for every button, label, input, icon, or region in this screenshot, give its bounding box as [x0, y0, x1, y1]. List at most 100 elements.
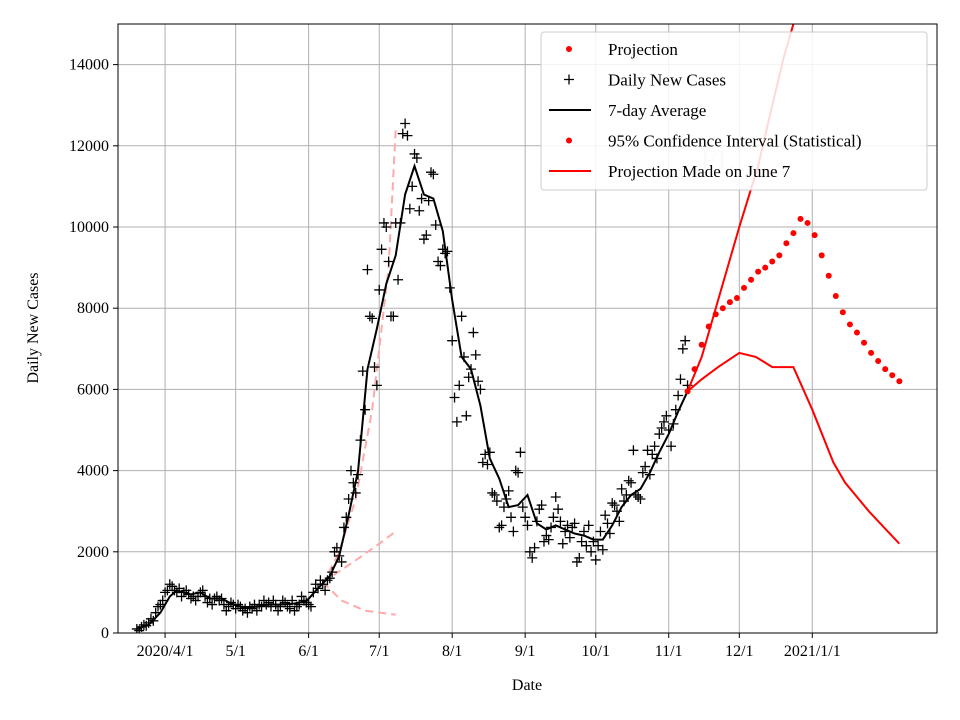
x-tick-label: 9/1	[515, 643, 535, 660]
projection-point	[875, 357, 882, 364]
daily-cases-point	[534, 504, 545, 515]
legend-entry-label: Projection	[608, 40, 678, 59]
daily-cases-point	[157, 595, 168, 606]
daily-cases-point	[628, 445, 639, 456]
daily-cases-point	[284, 603, 295, 614]
legend-dot-marker	[566, 137, 572, 144]
daily-cases-point	[675, 374, 686, 385]
projection-point	[712, 311, 719, 318]
daily-cases-point	[402, 130, 413, 141]
daily-cases-point	[416, 193, 427, 204]
daily-cases-point	[202, 597, 213, 608]
daily-cases-point	[470, 349, 481, 360]
daily-cases-point	[371, 380, 382, 391]
daily-cases-point	[190, 595, 201, 606]
daily-cases-point	[666, 441, 677, 452]
x-tick-label: 7/1	[369, 643, 389, 660]
daily-cases-point	[242, 607, 253, 618]
x-tick-label: 11/1	[655, 643, 683, 660]
daily-cases-point	[477, 457, 488, 468]
daily-cases-point	[600, 510, 611, 521]
daily-cases-point	[305, 601, 316, 612]
projection-june7-line	[686, 351, 901, 545]
daily-cases-point	[581, 540, 592, 551]
daily-cases-point	[378, 217, 389, 228]
x-tick-label: 5/1	[225, 643, 245, 660]
daily-cases-point	[586, 546, 597, 557]
daily-cases-point	[294, 599, 305, 610]
daily-cases-point	[489, 489, 500, 500]
daily-cases-point	[449, 392, 460, 403]
daily-cases-point	[280, 597, 291, 608]
daily-cases-point	[407, 181, 418, 192]
daily-cases-point	[247, 603, 258, 614]
daily-cases-point	[510, 465, 521, 476]
y-tick-label: 12000	[69, 138, 109, 155]
projection-point	[804, 219, 811, 226]
daily-cases-point	[515, 447, 526, 458]
daily-cases-point	[647, 449, 658, 460]
daily-cases-point	[322, 575, 333, 586]
daily-cases-point	[338, 522, 349, 533]
daily-cases-point	[571, 556, 582, 567]
projection-point	[832, 293, 839, 300]
daily-cases-point	[296, 591, 307, 602]
seven-day-average-line	[136, 162, 689, 630]
projection-point	[797, 215, 804, 222]
projection-point	[790, 230, 797, 237]
daily-cases-point	[642, 445, 653, 456]
x-axis-ticks: 2020/4/1 5/1 6/1 7/1 8/1 9/1 10/1 11/1 12/1 2021/…	[137, 633, 841, 660]
x-tick-label: 6/1	[298, 643, 318, 660]
daily-cases-point	[595, 526, 606, 537]
daily-cases-point	[320, 585, 331, 596]
daily-cases-point	[404, 203, 415, 214]
y-axis-label: Daily New Cases	[25, 272, 42, 383]
x-tick-label: 12/1	[725, 643, 753, 660]
projection-point	[783, 240, 790, 247]
daily-cases-point	[369, 362, 380, 373]
daily-cases-point	[543, 534, 554, 545]
daily-cases-point	[376, 244, 387, 255]
daily-cases-point	[538, 536, 549, 547]
daily-cases-point	[649, 441, 660, 452]
daily-cases-point	[381, 222, 392, 232]
daily-cases-point	[576, 536, 587, 547]
daily-cases-point	[541, 530, 552, 541]
daily-cases-point	[513, 467, 524, 478]
projection-point	[719, 305, 726, 312]
daily-cases-point	[614, 516, 625, 527]
daily-cases-point	[640, 461, 651, 472]
daily-cases-point	[426, 167, 437, 178]
daily-cases-point	[329, 546, 340, 557]
y-tick-label: 0	[101, 625, 109, 642]
daily-cases-point	[160, 587, 171, 598]
daily-cases-point	[593, 540, 604, 551]
daily-cases-point	[214, 595, 225, 606]
daily-cases-point	[468, 327, 479, 338]
projection-point	[748, 276, 755, 283]
daily-cases-point	[633, 491, 644, 502]
x-tick-label: 10/1	[582, 643, 610, 660]
daily-cases-point	[506, 512, 517, 523]
daily-cases-point	[367, 313, 378, 324]
daily-cases-point	[435, 260, 446, 271]
daily-cases-point	[597, 544, 608, 555]
daily-cases-point	[567, 522, 578, 533]
daily-cases-point	[656, 422, 667, 433]
daily-cases-point	[680, 335, 691, 346]
daily-cases-point	[677, 343, 688, 354]
projection-point	[846, 321, 853, 328]
daily-cases-point	[583, 520, 594, 531]
daily-cases-point	[557, 538, 568, 549]
daily-cases-point	[263, 597, 274, 608]
daily-cases-point	[607, 498, 618, 509]
daily-cases-point	[517, 502, 528, 513]
daily-cases-point	[562, 520, 573, 531]
legend-entry-label: Daily New Cases	[608, 71, 726, 90]
daily-cases-point	[400, 118, 411, 129]
june7-band-line	[322, 530, 397, 584]
daily-cases-point	[428, 169, 439, 180]
y-tick-label: 4000	[77, 463, 109, 480]
daily-cases-point	[303, 599, 314, 610]
